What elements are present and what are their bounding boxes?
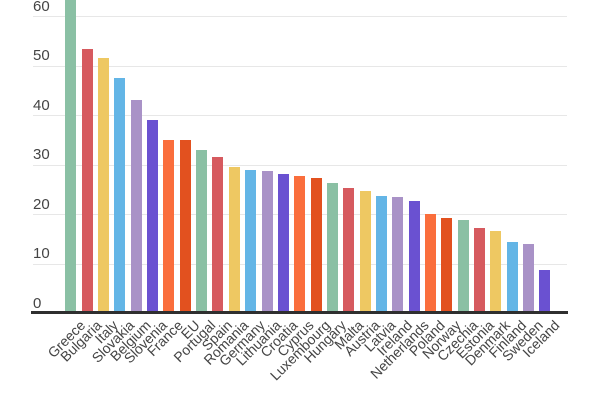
bar-slovakia[interactable] [114,78,126,313]
bar-romania[interactable] [228,167,240,313]
y-axis-tick-label-10: 10 [33,245,50,263]
gridline-y-30 [33,164,567,166]
bar-slovenia[interactable] [147,120,159,313]
bar-ireland[interactable] [392,196,404,313]
bar-austria[interactable] [359,191,371,313]
bar-bulgaria[interactable] [81,48,93,313]
gridline-y-60 [33,16,567,18]
bar-luxembourg[interactable] [310,177,322,313]
bar-spain[interactable] [212,157,224,313]
gridline-y-50 [33,65,567,67]
bar-portugal[interactable] [196,149,208,313]
gridline-y-40 [33,115,567,117]
bar-latvia[interactable] [375,195,387,313]
bar-denmark[interactable] [490,231,502,313]
y-axis-tick-label-30: 30 [33,146,50,164]
bar-lithuania[interactable] [261,170,273,313]
bar-greece[interactable] [65,0,77,313]
y-axis-tick-label-0: 0 [33,294,42,312]
bar-hungary[interactable] [326,183,338,313]
bar-croatia[interactable] [277,173,289,313]
x-axis-line [31,311,568,314]
bar-iceland[interactable] [539,269,551,313]
bar-eu[interactable] [179,139,191,313]
bar-belgium[interactable] [130,100,142,313]
bar-italy[interactable] [98,58,109,313]
bar-netherlands[interactable] [408,201,420,313]
y-axis-tick-label-50: 50 [33,47,50,65]
y-axis-tick-label-20: 20 [33,195,50,213]
y-axis-tick-label-60: 60 [33,0,50,15]
bar-germany[interactable] [245,169,257,313]
bar-france[interactable] [163,139,175,313]
bar-sweden[interactable] [523,243,535,313]
bar-malta[interactable] [343,187,355,313]
bar-norway[interactable] [441,217,453,313]
bar-estonia[interactable] [474,228,486,313]
bar-finland[interactable] [506,242,518,313]
bar-poland[interactable] [425,213,436,313]
bar-cyprus[interactable] [294,175,306,313]
bar-czechia[interactable] [457,219,469,313]
y-axis-tick-label-40: 40 [33,96,50,114]
